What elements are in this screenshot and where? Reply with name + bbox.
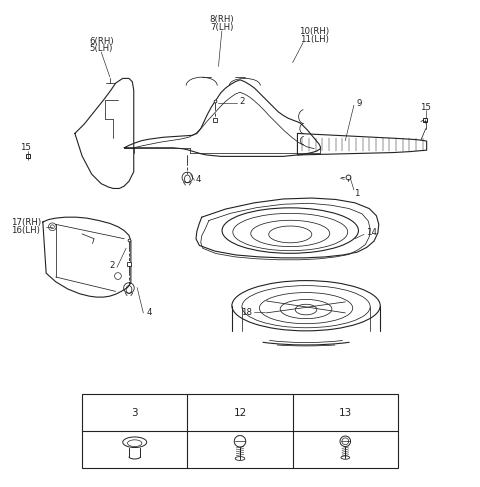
Text: 10(RH): 10(RH) (299, 27, 329, 37)
Text: 1: 1 (355, 189, 360, 198)
Text: 2: 2 (239, 97, 244, 106)
Text: 8(RH): 8(RH) (209, 16, 234, 24)
Text: 15: 15 (420, 103, 431, 112)
Text: 11(LH): 11(LH) (300, 35, 329, 44)
Text: 13: 13 (339, 408, 352, 418)
Text: 4: 4 (196, 175, 202, 184)
Bar (82, 394, 398, 468)
Text: 5(LH): 5(LH) (89, 44, 113, 53)
Text: 17(RH): 17(RH) (11, 219, 41, 227)
Text: 9: 9 (356, 99, 361, 108)
Text: 14: 14 (366, 228, 377, 238)
Text: 3: 3 (132, 408, 138, 418)
Text: 18: 18 (241, 308, 252, 317)
Text: 15: 15 (20, 143, 31, 152)
Text: 16(LH): 16(LH) (11, 225, 40, 235)
Text: 4: 4 (146, 308, 152, 318)
Text: 12: 12 (233, 408, 247, 418)
Text: 2: 2 (109, 261, 115, 269)
Text: 6(RH): 6(RH) (89, 37, 113, 46)
Text: 7(LH): 7(LH) (210, 23, 233, 32)
